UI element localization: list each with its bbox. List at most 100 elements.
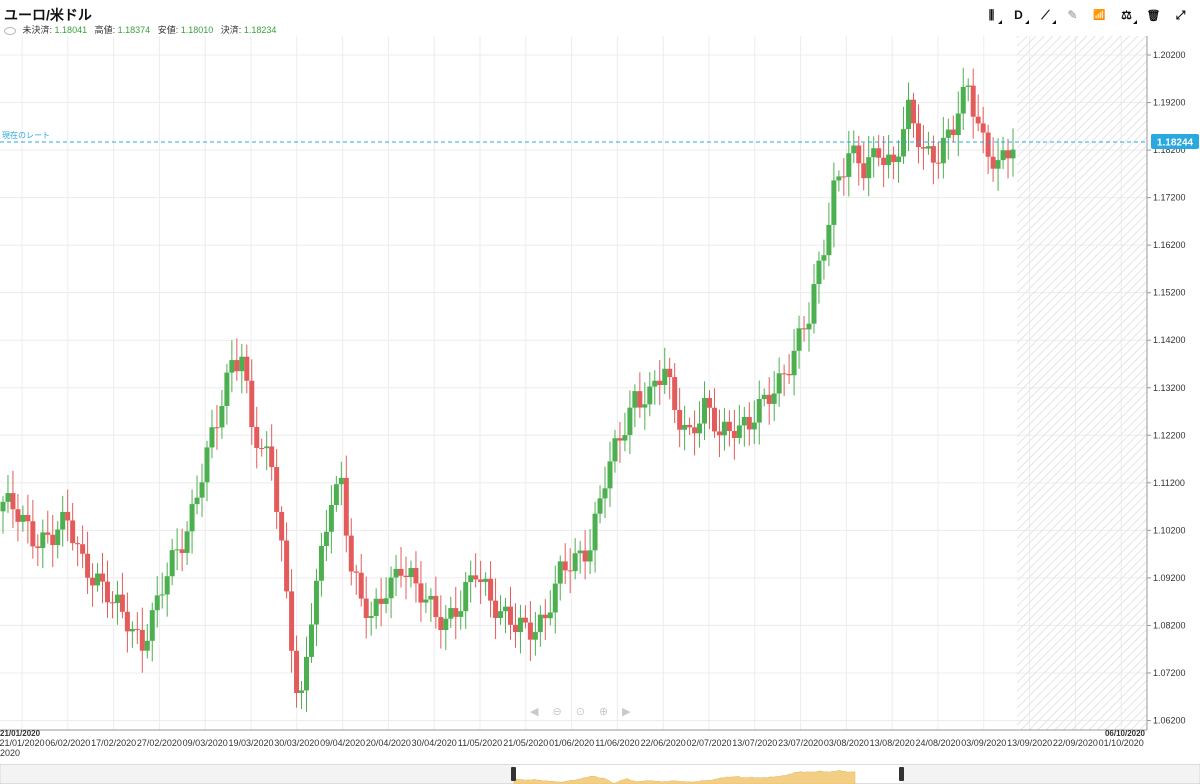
- candle-body: [925, 146, 931, 149]
- pencil-icon[interactable]: ✎: [1059, 6, 1086, 24]
- candle-body: [85, 553, 91, 578]
- period-selector[interactable]: D: [1005, 6, 1032, 24]
- current-rate-badge: [1151, 134, 1199, 149]
- candle-body: [716, 431, 722, 436]
- candle-body: [512, 624, 518, 633]
- visibility-eye-icon[interactable]: [4, 26, 16, 35]
- candle-body: [189, 504, 195, 532]
- x-tick-label: 06/02/2020: [45, 738, 90, 748]
- candle-body: [587, 550, 593, 562]
- indicator-icon[interactable]: 📶: [1086, 6, 1113, 24]
- candle-body: [532, 632, 538, 640]
- compare-icon[interactable]: ⚖: [1113, 6, 1140, 24]
- candle-body: [771, 393, 777, 404]
- zoom-in-icon[interactable]: ⊕: [598, 706, 609, 718]
- navigator[interactable]: [0, 764, 1200, 784]
- candle-body: [612, 438, 618, 462]
- candle-body: [896, 156, 902, 163]
- candle-body: [567, 570, 573, 572]
- navigator-mask-left: [0, 765, 514, 783]
- candle-body: [363, 598, 369, 618]
- candle-body: [50, 534, 56, 546]
- candle-body: [114, 594, 120, 604]
- chart-toolbar: ⫼ D ⟋ ✎ 📶 ⚖ 🗑 ⤢: [978, 6, 1194, 24]
- x-tick-label: 09/03/2020: [183, 738, 228, 748]
- candle-body: [318, 545, 324, 581]
- candle-body: [483, 578, 489, 582]
- candle-body: [174, 549, 180, 551]
- candle-body: [338, 477, 344, 485]
- candle-body: [687, 424, 693, 428]
- zoom-reset-icon[interactable]: ⊙: [575, 706, 585, 718]
- candle-body: [552, 583, 558, 613]
- candle-body: [960, 86, 966, 114]
- candle-body: [249, 380, 255, 428]
- range-start-label: 21/01/2020: [0, 729, 41, 738]
- candle-body: [269, 446, 275, 468]
- candle-body: [642, 404, 648, 408]
- candle-body: [428, 595, 434, 600]
- candle-body: [164, 576, 170, 595]
- x-tick-label: 13/07/2020: [732, 738, 777, 748]
- candle-body: [731, 431, 737, 439]
- candle-body: [692, 427, 698, 434]
- drawing-glyph: ⟋: [1041, 7, 1050, 22]
- candle-body: [816, 260, 822, 285]
- x-tick-label: 11/05/2020: [458, 738, 502, 748]
- trash-icon[interactable]: 🗑: [1140, 6, 1167, 24]
- candle-body: [134, 628, 140, 630]
- candle-body: [617, 438, 623, 441]
- candle-body: [323, 531, 329, 546]
- instrument-title: ユーロ/米ドル: [4, 7, 92, 23]
- candle-body: [104, 581, 110, 603]
- candle-body: [522, 617, 528, 623]
- candle-body: [741, 417, 747, 426]
- candle-body: [30, 521, 36, 547]
- candle-body: [294, 650, 300, 693]
- candle-body: [557, 561, 563, 584]
- fullscreen-icon[interactable]: ⤢: [1167, 6, 1194, 24]
- x-tick-label: 01/06/2020: [549, 738, 594, 748]
- x-tick-label: 30/04/2020: [412, 738, 457, 748]
- candle-body: [149, 610, 155, 641]
- x-tick-label: 30/03/2020: [274, 738, 319, 748]
- zoom-out-icon[interactable]: ⊖: [552, 706, 562, 718]
- candle-body: [786, 373, 792, 376]
- candle-body: [796, 328, 802, 351]
- candle-body: [199, 482, 205, 498]
- ohlc-readout: 未決済: 1.18041 高値: 1.18374 安値: 1.18010 決済:…: [4, 23, 281, 36]
- candle-body: [537, 614, 543, 633]
- x-tick-label: 13/09/2020: [1007, 738, 1052, 748]
- candle-body: [821, 255, 827, 261]
- candle-body: [791, 350, 797, 376]
- candle-body: [756, 399, 762, 423]
- x-tick-label: 03/08/2020: [824, 738, 869, 748]
- current-rate-label: 現在のレート: [2, 130, 50, 140]
- candle-body: [443, 618, 449, 631]
- candle-body: [15, 509, 21, 522]
- candle-body: [736, 425, 742, 439]
- candle-body: [970, 85, 976, 117]
- candle-body: [488, 578, 494, 601]
- y-tick-label: 1.19200: [1153, 98, 1186, 108]
- candle-body: [383, 598, 389, 604]
- pan-right-icon[interactable]: ▶: [622, 706, 631, 718]
- candle-body: [343, 477, 349, 536]
- y-tick-label: 1.06200: [1153, 715, 1186, 725]
- candle-body: [806, 323, 812, 330]
- price-chart[interactable]: 現在のレート 1.20200 1.19200 1.18200 1.17200 1.162…: [0, 36, 1200, 764]
- pan-left-icon[interactable]: ◀: [530, 706, 539, 718]
- candlestick-icon[interactable]: ⫼: [978, 6, 1005, 24]
- navigator-handle-left[interactable]: [511, 767, 516, 781]
- candle-body: [542, 614, 548, 619]
- x-tick-label: 27/02/2020: [137, 738, 182, 748]
- candle-body: [179, 549, 185, 553]
- drawing-icon[interactable]: ⟋: [1032, 6, 1059, 24]
- dropdown-triangle-icon: [1052, 20, 1056, 24]
- candle-body: [1010, 149, 1016, 159]
- x-tick-label: 09/04/2020: [320, 738, 365, 748]
- candle-body: [224, 372, 230, 406]
- chart-pan-controls: ◀ ⊖ ⊙ ⊕ ▶: [530, 705, 631, 718]
- navigator-handle-right[interactable]: [899, 767, 904, 781]
- candle-body: [194, 497, 200, 505]
